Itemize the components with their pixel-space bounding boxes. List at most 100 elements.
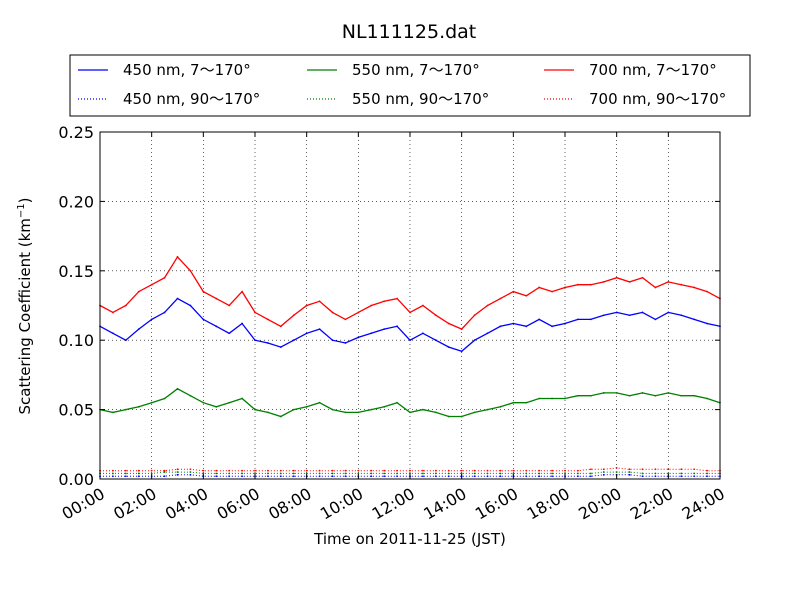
series-point <box>499 297 502 300</box>
series-point <box>370 475 373 478</box>
series-point <box>447 472 450 475</box>
series-point <box>189 473 192 476</box>
series-point <box>318 475 321 478</box>
series-point <box>460 415 463 418</box>
series-point <box>641 276 644 279</box>
series-point <box>422 332 424 335</box>
series-point <box>460 469 463 472</box>
y-axis-label-close: ) <box>16 197 34 203</box>
series-point <box>422 475 424 478</box>
series-point <box>357 336 360 339</box>
series-point <box>434 469 437 472</box>
series-point <box>267 472 269 475</box>
series-point <box>370 304 373 307</box>
series-point <box>434 314 437 317</box>
series-point <box>189 394 192 397</box>
series-point <box>512 401 515 404</box>
legend-label: 450 nm, 7～170° <box>123 61 251 79</box>
series-point <box>357 472 360 475</box>
series-point <box>473 472 476 475</box>
series-point <box>189 468 192 471</box>
series-point <box>693 472 696 475</box>
series-point <box>150 318 153 321</box>
series-point <box>331 472 334 475</box>
series-point <box>396 469 398 472</box>
legend-items: 450 nm, 7～170° 550 nm, 7～170° 700 nm, 7～17… <box>78 61 726 108</box>
series-point <box>370 469 373 472</box>
series-point <box>641 392 644 394</box>
series-point <box>202 472 205 475</box>
legend-label: 550 nm, 90～170° <box>352 90 489 108</box>
series-point <box>383 472 386 475</box>
series-point <box>241 472 243 475</box>
series-point <box>112 411 114 414</box>
chart-title: NL111125.dat <box>342 21 477 43</box>
series-point <box>331 475 334 478</box>
series-point <box>589 318 592 321</box>
series-point <box>422 408 424 411</box>
series-point <box>163 469 166 472</box>
series-point <box>499 469 502 472</box>
series-point <box>538 472 541 475</box>
series-point <box>602 471 605 473</box>
series-point <box>370 472 373 475</box>
series-point <box>641 472 644 475</box>
y-tick-label: 0.20 <box>58 192 94 211</box>
series-point <box>163 475 166 478</box>
series-point <box>447 415 450 418</box>
series-point <box>447 346 450 349</box>
grid-layer <box>100 132 720 479</box>
series-point <box>150 401 153 404</box>
series-point <box>602 468 605 471</box>
series-point <box>447 322 450 325</box>
series-point <box>538 286 541 289</box>
series-point <box>292 469 295 472</box>
series-point <box>241 322 243 325</box>
series-point <box>654 468 657 471</box>
series-point <box>241 469 243 472</box>
series-point <box>551 475 553 478</box>
series-point <box>267 469 269 472</box>
series-point <box>564 286 566 289</box>
series-point <box>654 394 657 397</box>
series-point <box>357 411 360 414</box>
series-point <box>589 468 592 471</box>
series-point <box>383 475 386 478</box>
series-point <box>434 475 437 478</box>
series-point <box>176 256 179 258</box>
series-point <box>215 325 218 328</box>
series-point <box>589 394 592 397</box>
series-point <box>615 276 618 279</box>
series-point <box>615 471 618 473</box>
series-point <box>422 469 424 472</box>
series-point <box>344 411 347 414</box>
series-point <box>254 339 256 342</box>
series-point <box>279 475 282 478</box>
series-point <box>512 469 515 472</box>
series-point <box>228 472 231 475</box>
series-point <box>279 325 282 328</box>
series-point <box>447 469 450 472</box>
series-point <box>628 471 631 473</box>
series-point <box>512 472 515 475</box>
series-point <box>137 475 140 478</box>
series-point <box>409 311 411 314</box>
series-point <box>279 415 282 418</box>
series-point <box>292 408 295 411</box>
series-point <box>292 475 295 478</box>
series-point <box>305 304 308 307</box>
legend-label: 550 nm, 7～170° <box>352 61 480 79</box>
series-point <box>564 397 566 400</box>
series-point <box>486 475 489 478</box>
series-point <box>538 475 541 478</box>
series-point <box>706 472 708 475</box>
series-point <box>150 469 153 472</box>
series-point <box>331 469 334 472</box>
series-point <box>396 401 398 404</box>
y-tick-label: 0.10 <box>58 331 94 350</box>
series-point <box>460 350 463 353</box>
series-point <box>706 469 708 472</box>
series-point <box>112 311 114 314</box>
series-point <box>357 311 360 314</box>
series-point <box>486 472 489 475</box>
